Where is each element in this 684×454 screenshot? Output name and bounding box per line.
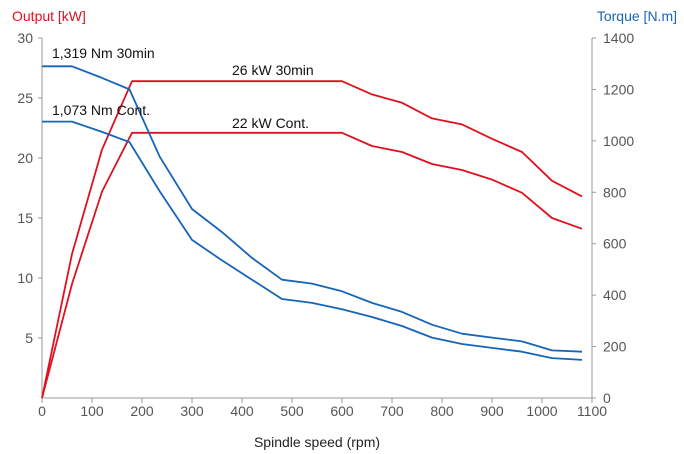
torque-30min-annotation: 1,319 Nm 30min [52,45,155,61]
left-tick-label: 10 [17,270,33,286]
x-tick-label: 0 [38,403,46,419]
series-lines [41,65,583,399]
right-tick-label: 0 [603,390,611,406]
output-series-line-1 [41,131,583,399]
x-tick-label: 400 [230,403,254,419]
tick-labels: 0 100 200 300 400 500 600 700 800 900 1000 11005101… [17,30,634,419]
x-tick-label: 1100 [577,403,607,419]
right-tick-label: 1000 [603,133,634,149]
right-tick-label: 200 [603,339,627,355]
x-tick-label: 1000 [526,403,557,419]
x-tick-label: 100 [80,403,104,419]
right-tick-label: 800 [603,184,627,200]
x-tick-label: 500 [280,403,304,419]
x-axis-title: Spindle speed (rpm) [254,434,380,450]
x-tick-label: 300 [180,403,204,419]
left-axis-title: Output [kW] [12,8,86,24]
x-tick-label: 800 [430,403,454,419]
right-tick-label: 1200 [603,81,634,97]
right-tick-label: 400 [603,287,627,303]
output-series-line-0 [41,80,583,399]
left-tick-label: 20 [17,150,33,166]
output-30min-annotation: 26 kW 30min [232,62,314,78]
x-tick-label: 200 [130,403,154,419]
x-tick-label: 700 [380,403,404,419]
torque-series-line-2 [42,65,583,353]
left-tick-label: 5 [25,330,33,346]
torque-series-line-3 [42,120,583,361]
x-tick-label: 900 [480,403,504,419]
torque-cont-annotation: 1,073 Nm Cont. [52,102,150,118]
axes [38,37,596,403]
output-cont-annotation: 22 kW Cont. [232,115,309,131]
left-tick-label: 15 [17,210,33,226]
right-axis-title: Torque [N.m] [597,8,677,24]
right-tick-label: 600 [603,236,627,252]
left-tick-label: 30 [17,30,33,46]
x-tick-label: 600 [330,403,354,419]
right-tick-label: 1400 [603,30,634,46]
left-tick-label: 25 [17,90,33,106]
